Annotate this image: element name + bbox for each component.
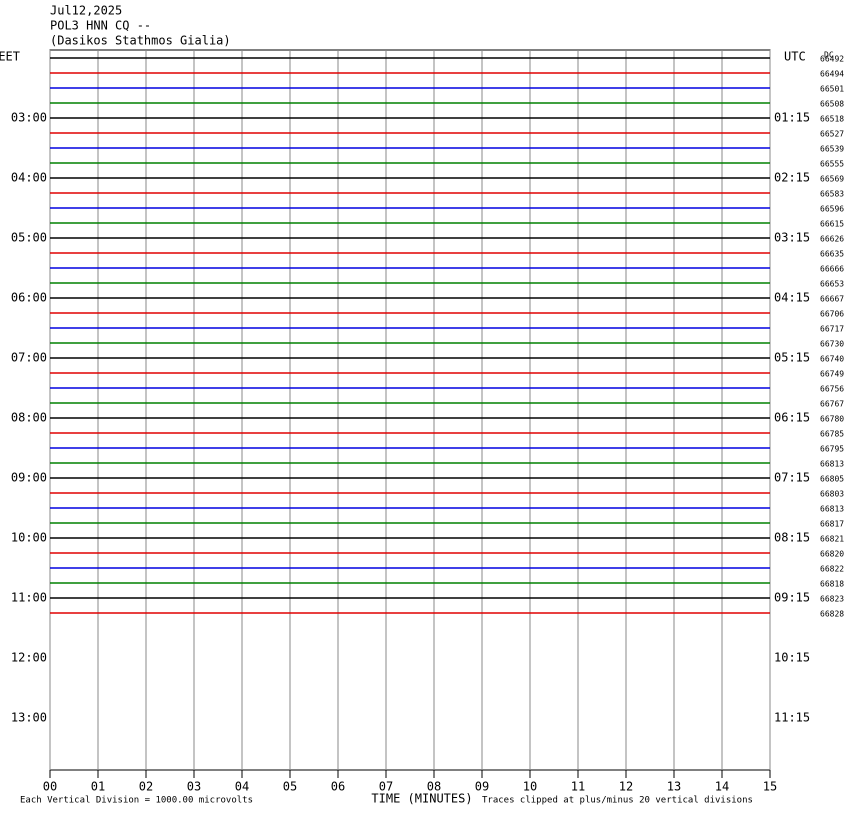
dc-offset: 66756 <box>820 385 844 394</box>
x-tick-label: 02 <box>139 780 153 794</box>
dc-offset: 66813 <box>820 460 844 469</box>
dc-offset: 66539 <box>820 145 844 154</box>
left-time-label: 04:00 <box>11 171 47 185</box>
dc-offset: 66501 <box>820 85 844 94</box>
right-time-label: 09:15 <box>774 591 810 605</box>
x-tick-label: 07 <box>379 780 393 794</box>
right-time-label: 04:15 <box>774 291 810 305</box>
dc-offset: 66828 <box>820 610 844 619</box>
dc-offset: 66795 <box>820 445 844 454</box>
left-time-label: 10:00 <box>11 531 47 545</box>
x-tick-label: 11 <box>571 780 585 794</box>
header-station: POL3 HNN CQ -- <box>50 19 151 33</box>
x-tick-label: 15 <box>763 780 777 794</box>
dc-offset: 66730 <box>820 340 844 349</box>
dc-offset: 66615 <box>820 220 844 229</box>
right-time-label: 05:15 <box>774 351 810 365</box>
dc-offset: 66492 <box>820 55 844 64</box>
right-time-label: 06:15 <box>774 411 810 425</box>
x-tick-label: 08 <box>427 780 441 794</box>
dc-offset: 66820 <box>820 550 844 559</box>
dc-title: DC <box>824 51 834 60</box>
dc-offset: 66803 <box>820 490 844 499</box>
dc-offset: 66749 <box>820 370 844 379</box>
dc-offset: 66740 <box>820 355 844 364</box>
footer-left: Each Vertical Division = 1000.00 microvo… <box>20 796 253 806</box>
footer-right: Traces clipped at plus/minus 20 vertical… <box>482 796 753 806</box>
x-tick-label: 01 <box>91 780 105 794</box>
right-time-label: 10:15 <box>774 651 810 665</box>
right-time-label: 08:15 <box>774 531 810 545</box>
dc-offset: 66780 <box>820 415 844 424</box>
x-tick-label: 00 <box>43 780 57 794</box>
dc-offset: 66555 <box>820 160 844 169</box>
dc-offset: 66666 <box>820 265 844 274</box>
x-tick-label: 06 <box>331 780 345 794</box>
right-time-label: 02:15 <box>774 171 810 185</box>
right-time-label: 11:15 <box>774 711 810 725</box>
right-time-label: 03:15 <box>774 231 810 245</box>
x-tick-label: 14 <box>715 780 729 794</box>
dc-offset: 66821 <box>820 535 844 544</box>
dc-offset: 66626 <box>820 235 844 244</box>
x-tick-label: 09 <box>475 780 489 794</box>
dc-offset: 66508 <box>820 100 844 109</box>
dc-offset: 66518 <box>820 115 844 124</box>
dc-offset: 66817 <box>820 520 844 529</box>
dc-offset: 66527 <box>820 130 844 139</box>
dc-offset: 66706 <box>820 310 844 319</box>
left-time-label: 06:00 <box>11 291 47 305</box>
left-time-label: 05:00 <box>11 231 47 245</box>
dc-offset: 66823 <box>820 595 844 604</box>
x-tick-label: 05 <box>283 780 297 794</box>
x-axis-label: TIME (MINUTES) <box>371 792 472 806</box>
plot-frame <box>49 49 771 771</box>
dc-offset: 66653 <box>820 280 844 289</box>
dc-offset: 66569 <box>820 175 844 184</box>
dc-offset: 66822 <box>820 565 844 574</box>
left-time-label: 12:00 <box>11 651 47 665</box>
x-tick-label: 04 <box>235 780 249 794</box>
right-axis-title: UTC <box>784 50 806 64</box>
header-date: Jul12,2025 <box>50 4 122 18</box>
dc-offset: 66717 <box>820 325 844 334</box>
left-time-label: 11:00 <box>11 591 47 605</box>
dc-offset: 66494 <box>820 70 844 79</box>
left-time-label: 03:00 <box>11 111 47 125</box>
x-tick-label: 03 <box>187 780 201 794</box>
dc-offset: 66667 <box>820 295 844 304</box>
dc-offset: 66785 <box>820 430 844 439</box>
x-tick-label: 13 <box>667 780 681 794</box>
left-time-label: 09:00 <box>11 471 47 485</box>
dc-offset: 66583 <box>820 190 844 199</box>
right-time-label: 01:15 <box>774 111 810 125</box>
header-site: (Dasikos Stathmos Gialia) <box>50 34 231 48</box>
left-time-label: 13:00 <box>11 711 47 725</box>
dc-offset: 66767 <box>820 400 844 409</box>
dc-offset: 66818 <box>820 580 844 589</box>
dc-offset: 66805 <box>820 475 844 484</box>
dc-offset: 66813 <box>820 505 844 514</box>
x-tick-label: 12 <box>619 780 633 794</box>
dc-offset: 66635 <box>820 250 844 259</box>
x-tick-label: 10 <box>523 780 537 794</box>
left-time-label: 07:00 <box>11 351 47 365</box>
right-time-label: 07:15 <box>774 471 810 485</box>
dc-offset: 66596 <box>820 205 844 214</box>
left-time-label: 08:00 <box>11 411 47 425</box>
left-axis-title: EET <box>0 50 20 64</box>
